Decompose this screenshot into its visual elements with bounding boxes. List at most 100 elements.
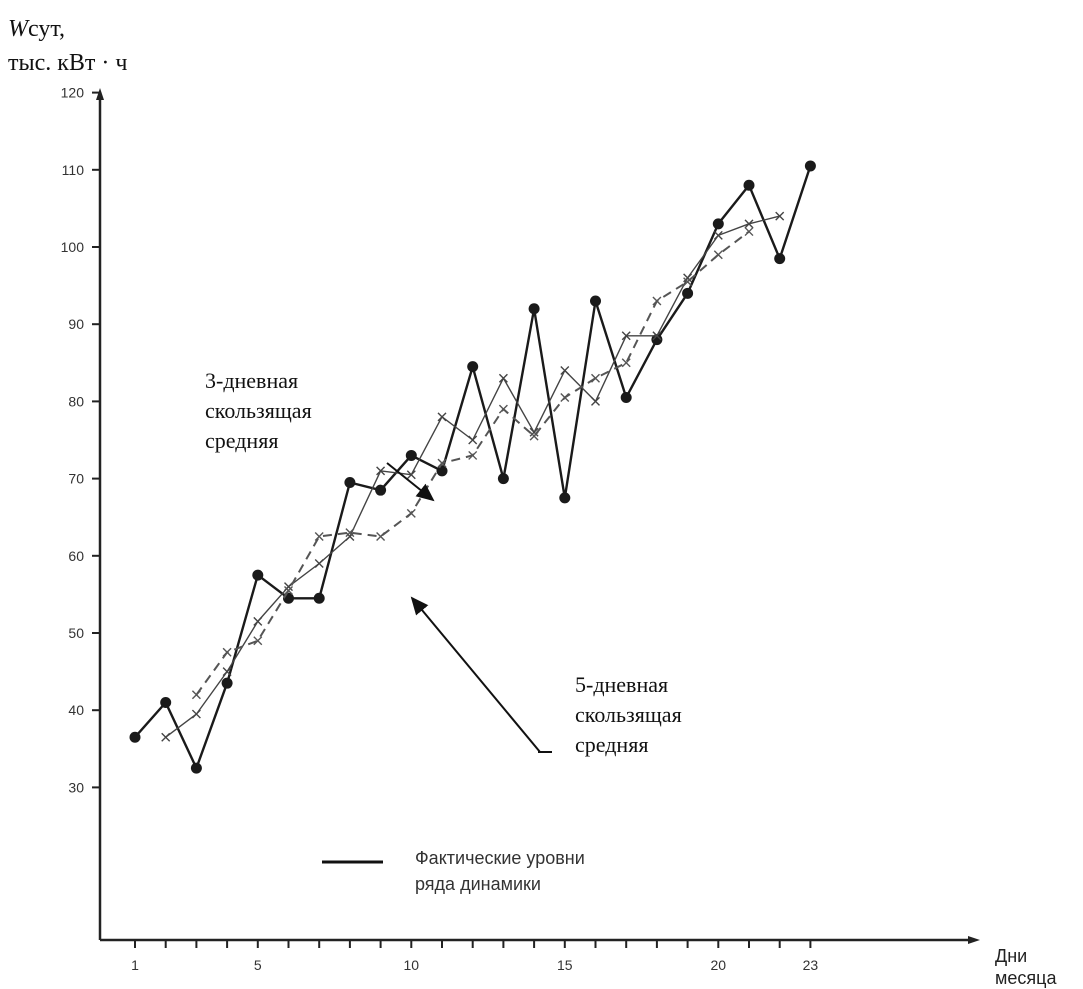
cross-stroke-b (345, 532, 355, 541)
annotation-5day-line-3: средняя (575, 732, 649, 757)
cross-stroke-b (253, 616, 263, 626)
cross-stroke-b (437, 412, 447, 422)
x-axis-label-1: Дни (995, 946, 1028, 966)
data-point-actual (436, 465, 448, 477)
x-axis-arrow (968, 936, 980, 944)
cross-stroke-b (314, 559, 324, 569)
cross-stroke-b (591, 373, 600, 383)
cross-stroke-b (345, 528, 355, 538)
data-point-actual (344, 476, 356, 488)
data-point-actual (405, 449, 417, 461)
cross-stroke-b (161, 732, 171, 742)
data-point-actual (190, 762, 202, 774)
data-point-actual (774, 253, 786, 265)
y-tick-label-50: 50 (68, 625, 84, 641)
cross-stroke-b (713, 250, 723, 260)
cross-stroke-b (406, 508, 416, 518)
data-point-dashed-cross (376, 532, 386, 541)
data-point-dashed-cross (437, 458, 447, 468)
cross-stroke-b (683, 273, 693, 283)
cross-stroke-b (468, 450, 478, 460)
cross-stroke-b (284, 586, 293, 596)
y-tick-label-110: 110 (62, 162, 85, 178)
cross-stroke-b (314, 532, 324, 541)
data-point-solid-cross (376, 466, 386, 476)
legend-text: Фактические уровни ряда динамики (415, 845, 585, 897)
x-tick-label-10: 10 (404, 957, 420, 973)
data-point-solid-cross (683, 273, 693, 283)
data-point-actual (160, 696, 172, 708)
data-point-solid-cross (161, 732, 171, 742)
y-axis-sub: сут, (28, 16, 66, 42)
data-point-actual (497, 473, 509, 485)
data-point-actual (682, 287, 694, 299)
data-point-actual (559, 492, 571, 504)
callouts (386, 462, 552, 753)
data-point-actual (313, 592, 325, 604)
data-point-dashed-cross (191, 690, 201, 700)
data-point-dashed-cross (406, 508, 416, 518)
data-point-solid-cross (529, 427, 539, 437)
data-point-actual (590, 295, 601, 307)
data-point-solid-cross (191, 709, 201, 719)
y-tick-label-80: 80 (68, 393, 84, 409)
callout-arrow-5day (410, 596, 541, 753)
cross-stroke-b (191, 690, 201, 700)
data-point-dashed-cross (713, 250, 723, 260)
data-point-dashed-cross (529, 431, 539, 441)
cross-stroke-b (222, 647, 232, 657)
data-point-solid-cross (253, 616, 263, 626)
data-point-dashed-cross (560, 393, 570, 403)
y-axis-var: W (8, 16, 28, 42)
annotation-3day-line-1: 3-дневная (205, 368, 299, 393)
data-point-actual (467, 361, 479, 373)
data-point-dashed-cross (621, 358, 631, 368)
cross-stroke-b (529, 427, 539, 437)
data-point-solid-cross (652, 331, 662, 341)
data-point-solid-cross (713, 230, 723, 240)
annotation-5day: 5-дневная скользящая средняя (575, 670, 682, 760)
axes (96, 88, 980, 944)
x-tick-label-1: 1 (131, 957, 139, 973)
data-point-dashed-cross (345, 528, 355, 538)
cross-stroke-b (621, 358, 631, 368)
data-point-dashed-cross (498, 404, 508, 414)
data-point-actual (528, 303, 540, 315)
data-point-solid-cross (406, 470, 416, 480)
cross-stroke-b (253, 636, 263, 646)
cross-stroke-b (191, 709, 201, 719)
data-point-actual (375, 484, 387, 496)
x-axis-label: Дни месяца (995, 945, 1056, 989)
annotation-3day-line-3: средняя (205, 428, 279, 453)
cross-stroke-b (222, 667, 232, 677)
data-point-dashed-cross (652, 296, 662, 306)
data-point-actual (651, 334, 663, 346)
data-point-dashed-cross (591, 373, 600, 383)
cross-stroke-b (376, 466, 386, 476)
y-axis-unit: тыс. кВт · ч (8, 50, 128, 76)
series-group (129, 160, 816, 774)
annotation-5day-line-2: скользящая (575, 702, 682, 727)
cross-stroke-b (713, 230, 723, 240)
cross-stroke-b (560, 366, 570, 376)
y-tick-label-90: 90 (68, 316, 84, 332)
cross-stroke-b (652, 296, 662, 306)
y-axis-label: Wсут, тыс. кВт · ч (8, 12, 127, 80)
y-tick-label-70: 70 (68, 471, 84, 487)
annotation-3day: 3-дневная скользящая средняя (205, 366, 312, 456)
data-point-actual (620, 392, 632, 404)
y-tick-label-30: 30 (68, 779, 84, 795)
annotation-5day-line-1: 5-дневная (575, 672, 669, 697)
data-point-actual (129, 731, 141, 743)
data-point-actual (221, 677, 233, 689)
data-point-solid-cross (744, 219, 754, 229)
callout-arrow-3day (386, 462, 435, 502)
legend-line-1: Фактические уровни (415, 848, 585, 868)
cross-stroke-b (498, 404, 508, 414)
y-axis-arrow (96, 88, 104, 100)
data-point-dashed-cross (468, 450, 478, 460)
data-point-dashed-cross (314, 532, 324, 541)
x-tick-label-15: 15 (557, 957, 573, 973)
cross-stroke-b (591, 396, 600, 406)
